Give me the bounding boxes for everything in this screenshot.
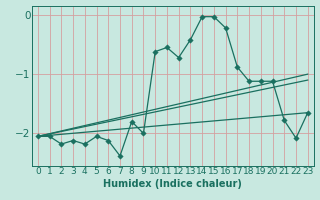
X-axis label: Humidex (Indice chaleur): Humidex (Indice chaleur) [103, 179, 242, 189]
